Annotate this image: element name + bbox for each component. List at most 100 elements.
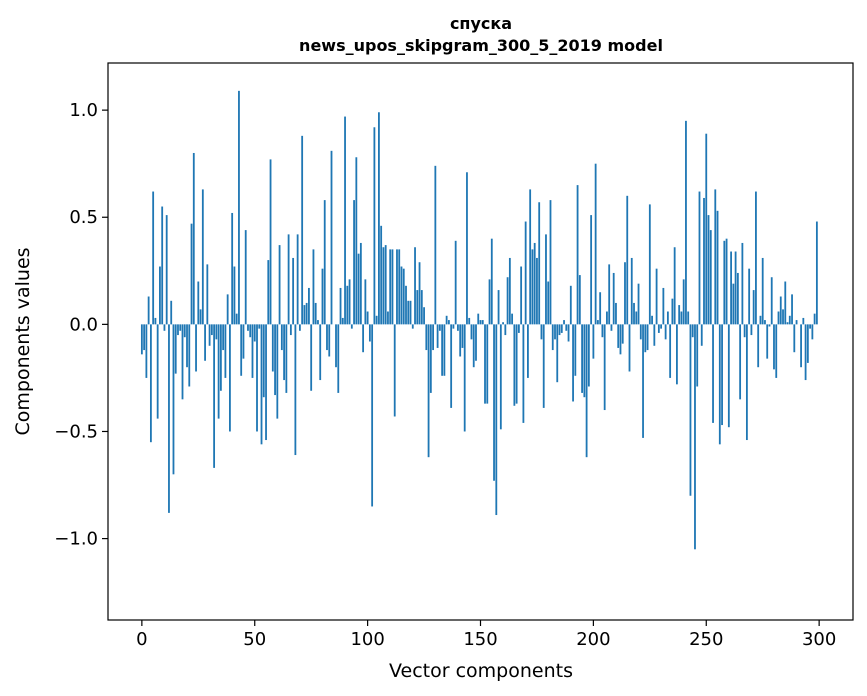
bar [326, 324, 328, 351]
bar [651, 315, 653, 325]
bar [457, 324, 459, 331]
bar-series [140, 90, 818, 550]
bar [387, 311, 389, 325]
bar [208, 324, 211, 346]
bar [508, 257, 511, 325]
bar [163, 324, 166, 331]
bar [364, 279, 367, 325]
bar [779, 296, 782, 325]
bar [240, 324, 243, 376]
bar [533, 242, 536, 325]
y-tick-label: −0.5 [54, 421, 98, 442]
bar [585, 324, 588, 458]
bar [741, 242, 744, 325]
bar [488, 279, 491, 325]
bar [362, 324, 365, 353]
bar [145, 324, 148, 378]
bar [633, 302, 635, 325]
bar [447, 320, 450, 325]
bar [344, 116, 346, 325]
bar [678, 305, 681, 325]
bar [199, 309, 202, 325]
bar [718, 324, 721, 445]
bar [378, 112, 380, 325]
bar [655, 268, 658, 325]
bar [775, 324, 778, 378]
bar [590, 215, 593, 325]
bar [560, 324, 563, 333]
bar [603, 324, 606, 411]
bar [490, 238, 493, 325]
bar [745, 324, 748, 441]
bar [466, 172, 468, 325]
bar [479, 320, 482, 325]
bar [599, 292, 602, 325]
bar [743, 324, 746, 338]
bar [224, 324, 227, 378]
bar [513, 324, 516, 406]
bar [359, 242, 362, 325]
bar [811, 324, 814, 340]
bar [172, 324, 175, 475]
bar [229, 324, 231, 432]
bar [337, 324, 340, 393]
bar [626, 195, 629, 325]
bar [459, 324, 462, 357]
x-tick-label: 200 [576, 629, 610, 650]
bar [791, 294, 793, 325]
bar [298, 324, 301, 331]
bar [569, 285, 572, 325]
bar [624, 262, 626, 325]
bar [662, 287, 665, 325]
bar [734, 251, 737, 325]
bar [750, 324, 753, 336]
bar [143, 324, 146, 351]
bar [576, 185, 579, 325]
bar [484, 324, 486, 404]
bar [804, 324, 807, 381]
bar [481, 320, 484, 325]
bar [427, 324, 430, 458]
bar [303, 305, 306, 325]
bar [346, 285, 349, 325]
bar [499, 324, 502, 430]
x-tick-label: 150 [463, 629, 497, 650]
bar [504, 324, 507, 336]
bar [574, 324, 577, 376]
bar [558, 324, 561, 336]
bar [646, 324, 649, 351]
bar [784, 281, 787, 325]
bar [373, 127, 376, 325]
bar [563, 320, 565, 325]
bar [644, 324, 647, 353]
bar [348, 279, 351, 325]
bar [441, 324, 444, 376]
bar [606, 311, 608, 325]
bar [608, 264, 611, 325]
bar [274, 324, 276, 396]
bar [219, 324, 222, 391]
bar [630, 257, 633, 325]
bar [628, 324, 631, 372]
bar [567, 324, 570, 342]
bar [265, 324, 267, 441]
bar [197, 281, 200, 325]
bar [382, 247, 385, 325]
bar [317, 320, 319, 325]
bar [181, 324, 184, 400]
bar [522, 324, 525, 423]
bar [267, 260, 270, 325]
bar [648, 204, 651, 325]
bar [321, 268, 324, 325]
bar [168, 324, 170, 513]
bar [587, 324, 590, 387]
bar [235, 313, 238, 325]
bar [296, 234, 299, 325]
bar [402, 268, 405, 325]
bar [436, 324, 439, 348]
bar [664, 324, 667, 340]
bar [639, 324, 642, 340]
bar [802, 317, 805, 325]
bar [213, 324, 216, 468]
